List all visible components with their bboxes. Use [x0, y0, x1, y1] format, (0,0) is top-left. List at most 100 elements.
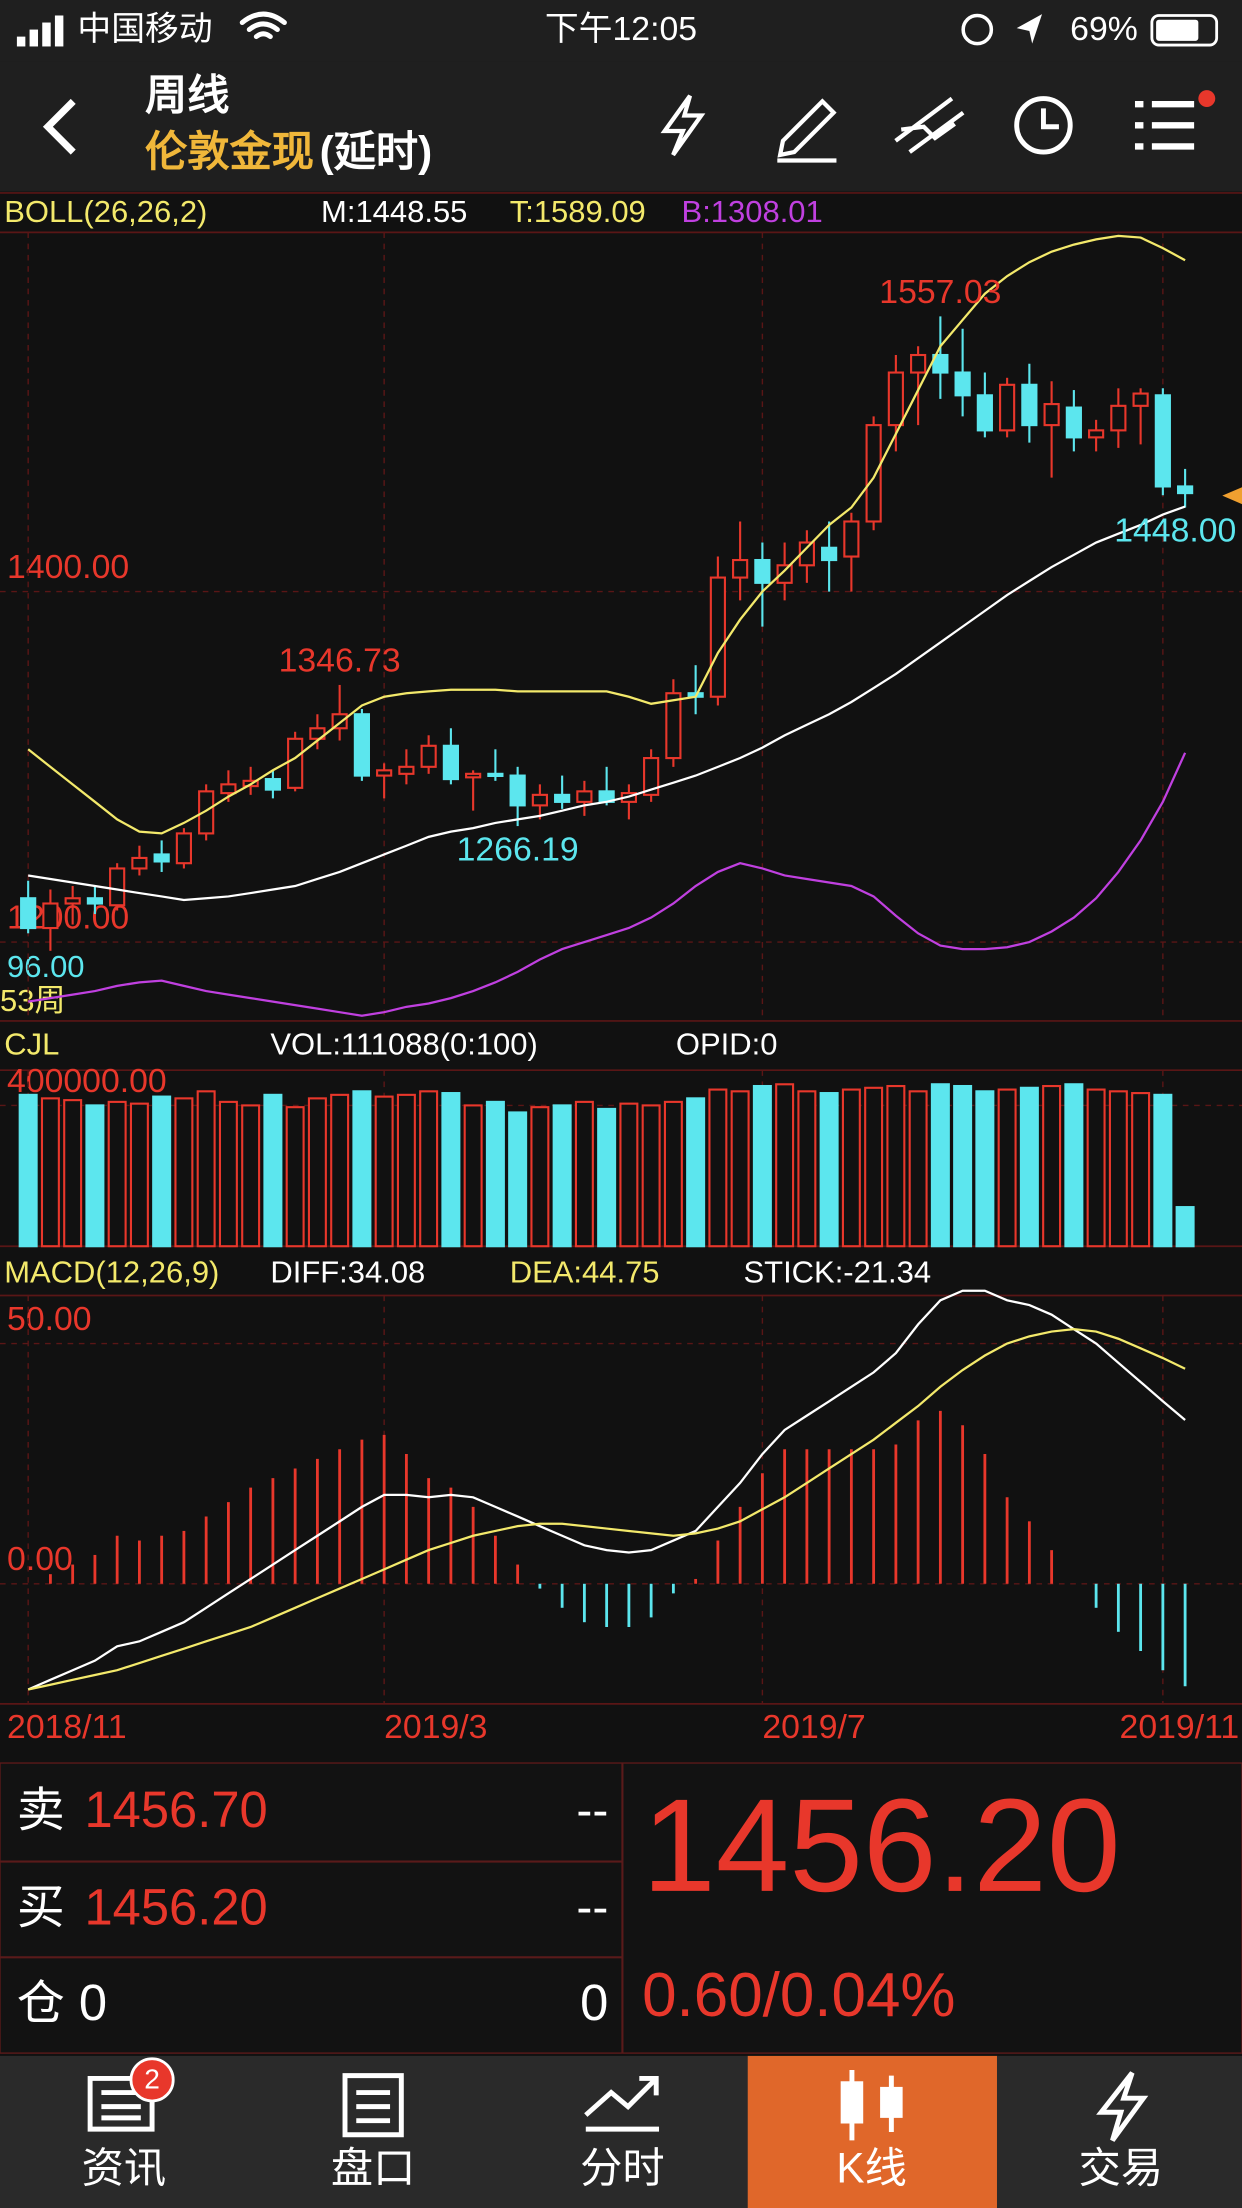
- tab-icon: [87, 2075, 155, 2132]
- candle-body: [353, 713, 370, 777]
- candle-body: [1154, 394, 1171, 488]
- volume-bar: [841, 1088, 861, 1248]
- tab[interactable]: K线: [747, 2055, 997, 2208]
- boll-line: [27, 234, 1186, 835]
- x-tick-label: 2019/3: [384, 1708, 487, 1746]
- volume-bar: [1131, 1092, 1151, 1248]
- badge: [129, 2057, 175, 2103]
- candle-body: [1132, 392, 1149, 407]
- volume-bar: [1042, 1084, 1062, 1248]
- tab-icon: [1096, 2071, 1149, 2142]
- volume-bar: [63, 1099, 83, 1248]
- candle-body: [1177, 485, 1194, 495]
- x-tick-label: 2019/7: [762, 1708, 865, 1746]
- volume-bar: [85, 1104, 105, 1248]
- volume-bar: [1019, 1086, 1039, 1248]
- volume-bar: [196, 1090, 216, 1248]
- volume-bar: [307, 1097, 327, 1248]
- extreme-label: 1266.19: [457, 830, 579, 868]
- candle-body: [509, 774, 526, 807]
- legend-entry: T:1589.09: [510, 194, 646, 229]
- candle-body: [1043, 403, 1060, 427]
- candle-body: [264, 778, 281, 791]
- legend-entry: B:1308.01: [682, 194, 823, 229]
- volume-bar: [908, 1090, 928, 1248]
- legend-entry: DEA:44.75: [510, 1255, 660, 1290]
- candle-body: [910, 353, 927, 374]
- menu-button[interactable]: [1134, 101, 1195, 150]
- price-change: 0.60/0.04%: [642, 1961, 955, 2030]
- tab-bar: [0, 2055, 1242, 2208]
- boll-legend: BOLL(26,26,2): [4, 194, 207, 229]
- volume-bar: [129, 1102, 149, 1248]
- volume-bar: [40, 1097, 60, 1248]
- tab-label: 分时: [580, 2145, 664, 2192]
- candle-body: [709, 576, 726, 698]
- candle-body: [398, 765, 415, 775]
- side-label: 96.00: [7, 949, 84, 984]
- candle-body: [865, 424, 882, 523]
- volume-bar: [574, 1100, 594, 1248]
- volume-bar: [953, 1084, 973, 1248]
- instrument-title: 伦敦金现 (延时): [145, 128, 432, 175]
- volume-bar: [1108, 1090, 1128, 1248]
- candle-body: [643, 757, 660, 796]
- volume-bar: [619, 1102, 639, 1248]
- back-button[interactable]: [42, 98, 76, 155]
- boll-line: [27, 505, 1186, 902]
- volume-bar: [1153, 1093, 1173, 1248]
- candle-body: [932, 353, 949, 374]
- candle-body: [86, 897, 104, 905]
- period: 周线: [145, 72, 229, 119]
- candle-body: [20, 897, 37, 930]
- candle-body: [109, 867, 126, 907]
- candle-body: [1088, 429, 1105, 439]
- volume-tick-label: 400000.00: [7, 1062, 167, 1100]
- indicator-line: [27, 1289, 1186, 1691]
- candle-body: [1065, 406, 1082, 439]
- volume-bar: [1086, 1088, 1106, 1248]
- volume-bar: [597, 1107, 617, 1248]
- tab[interactable]: 资讯 2: [82, 2057, 175, 2192]
- candle-body: [487, 772, 504, 778]
- candle-body: [287, 737, 304, 789]
- history-hands: [1040, 108, 1059, 130]
- history-button[interactable]: [1014, 96, 1073, 155]
- draw-button[interactable]: [777, 98, 837, 163]
- volume-bar: [797, 1090, 817, 1248]
- battery-icon: [1150, 14, 1219, 47]
- boll-line: [27, 752, 1187, 1017]
- candle-body: [1110, 404, 1127, 432]
- legend-entry: M:1448.55: [321, 194, 467, 229]
- volume-bar: [396, 1093, 416, 1248]
- tab[interactable]: 交易: [1079, 2071, 1163, 2192]
- candle-body: [843, 520, 860, 558]
- candle-body: [576, 790, 593, 803]
- opid-label: OPID:0: [676, 1026, 778, 1061]
- indicator-button[interactable]: [894, 96, 965, 154]
- lock-icon: [961, 13, 994, 46]
- flash-button[interactable]: [660, 94, 706, 157]
- battery-fill: [1156, 19, 1199, 41]
- extreme-label: 1346.73: [279, 641, 401, 679]
- buy-label: 买: [17, 1882, 65, 1935]
- price-panel: [20, 234, 1194, 1017]
- battery-level: 69%: [1070, 10, 1138, 48]
- volume-bar: [485, 1100, 505, 1248]
- candle-body: [175, 832, 193, 865]
- sell-price: 1456.70: [84, 1781, 267, 1838]
- x-tick-label: 2018/11: [7, 1708, 127, 1746]
- candle-body: [465, 772, 482, 779]
- tab[interactable]: 盘口: [331, 2073, 415, 2192]
- candle-body: [309, 727, 326, 740]
- tab[interactable]: 分时: [580, 2075, 665, 2192]
- volume-bar: [508, 1111, 528, 1248]
- badge-count: 2: [144, 2064, 160, 2095]
- position-change: 0: [580, 1974, 608, 2031]
- buy-qty: --: [576, 1882, 608, 1935]
- tab-icon-candle: [840, 2081, 864, 2124]
- volume-bar: [263, 1093, 283, 1248]
- position-value: 0: [79, 1974, 107, 2031]
